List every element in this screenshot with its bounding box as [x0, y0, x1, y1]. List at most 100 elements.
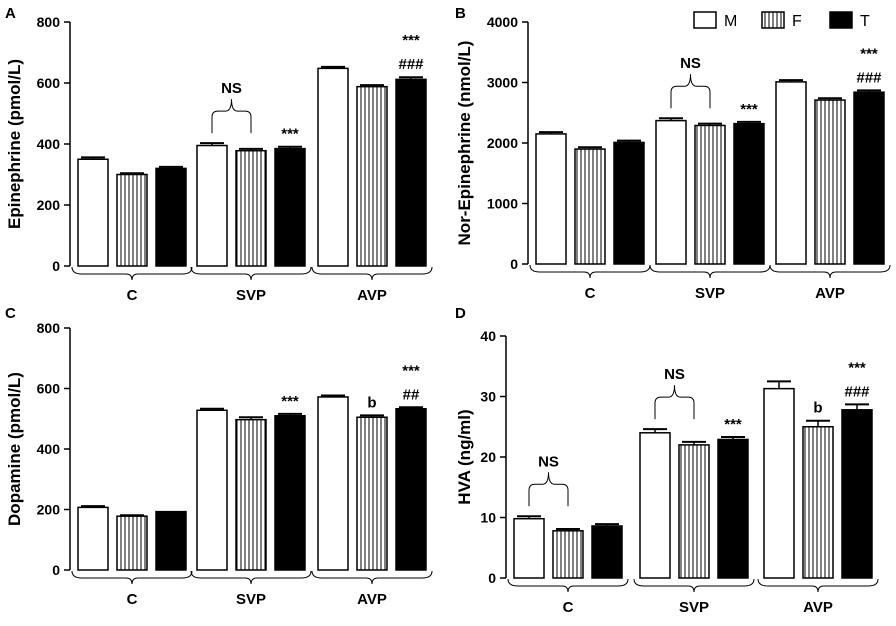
panel-C: C Dopamine (pmol/L) 0 200 400 600 800 C SVP AVP **…	[5, 305, 433, 608]
significance-label: ###	[398, 56, 424, 73]
x-tick-label: AVP	[815, 285, 845, 302]
legend-swatch	[829, 11, 853, 29]
significance-label: b	[813, 400, 822, 417]
significance-label: ***	[740, 101, 758, 118]
bar-F-AVP	[802, 426, 834, 579]
y-tick-label: 400	[37, 441, 61, 457]
ns-bracket	[654, 385, 695, 420]
y-tick-label: 30	[480, 389, 496, 405]
x-tick-label: C	[585, 285, 596, 302]
y-tick-label: 1000	[487, 196, 518, 212]
bar-F-SVP	[678, 444, 710, 579]
bar-F-SVP	[235, 418, 267, 571]
bar-F-SVP	[235, 149, 267, 267]
significance-label: ***	[724, 416, 742, 433]
x-tick-label: C	[127, 287, 138, 304]
x-tick-label: AVP	[803, 599, 833, 616]
panel-D: D HVA (ng/ml) 0 10 20 30 40 C SVP AVP NS NS *** b *** #…	[455, 305, 879, 616]
bar-M-SVP	[196, 409, 228, 571]
panel-B: B Nor-Epinephrine (nmol/L) 0 1000 2000 3000 40…	[455, 5, 891, 302]
legend-swatch	[693, 11, 717, 29]
significance-label: ***	[281, 126, 299, 143]
y-axis-label: Epinephrine (pmol/L)	[5, 59, 24, 229]
panel-letter: A	[5, 5, 16, 22]
x-tick-label: SVP	[679, 599, 709, 616]
y-tick-label: 40	[480, 328, 496, 344]
bar-T-AVP	[395, 408, 427, 571]
bar-T-SVP	[274, 147, 306, 267]
y-tick-label: 4000	[487, 14, 518, 30]
group-brace	[633, 578, 755, 593]
y-axis-label: Dopamine (pmol/L)	[5, 372, 24, 526]
y-tick-label: 2000	[487, 135, 518, 151]
ns-label: NS	[680, 55, 701, 72]
panel-letter: B	[455, 5, 466, 22]
y-tick-label: 200	[37, 502, 61, 518]
x-tick-label: AVP	[357, 287, 387, 304]
bar-F-AVP	[356, 416, 388, 571]
bar-T-AVP	[841, 409, 873, 579]
legend-item-M: M	[693, 11, 737, 30]
bar-M-C	[535, 133, 567, 265]
group-brace	[507, 578, 629, 593]
legend-label: T	[860, 13, 870, 30]
significance-label: ###	[856, 69, 882, 86]
bar-T-C	[155, 510, 187, 571]
y-tick-label: 200	[37, 197, 61, 213]
group-brace	[649, 264, 771, 279]
y-tick-label: 10	[480, 510, 496, 526]
y-tick-label: 400	[37, 136, 61, 152]
bar-M-C	[513, 517, 545, 579]
y-tick-label: 0	[488, 570, 496, 586]
bar-M-C	[77, 158, 109, 267]
bar-M-SVP	[639, 432, 671, 579]
ns-label: NS	[221, 80, 242, 97]
group-brace	[190, 570, 312, 585]
bar-T-AVP	[853, 91, 885, 265]
bar-T-SVP	[733, 122, 765, 265]
ns-label: NS	[538, 453, 559, 470]
ns-bracket	[211, 99, 252, 134]
group-brace	[529, 264, 651, 279]
bar-T-C	[155, 167, 187, 267]
y-tick-label: 600	[37, 75, 61, 91]
y-tick-label: 3000	[487, 75, 518, 91]
y-tick-label: 600	[37, 381, 61, 397]
group-brace	[311, 266, 433, 281]
group-brace	[190, 266, 312, 281]
bar-M-AVP	[317, 396, 349, 571]
legend-item-F: F	[761, 11, 802, 30]
x-tick-label: C	[127, 591, 138, 608]
legend-item-T: T	[829, 11, 870, 30]
group-brace	[71, 570, 193, 585]
significance-label: ***	[402, 362, 420, 379]
legend-swatch	[761, 11, 785, 29]
significance-label: ***	[860, 45, 878, 62]
significance-label: b	[367, 394, 376, 411]
bar-M-AVP	[317, 67, 349, 267]
group-brace	[71, 266, 193, 281]
x-tick-label: AVP	[357, 591, 387, 608]
x-tick-label: SVP	[236, 591, 266, 608]
panel-letter: C	[5, 305, 16, 322]
bar-F-C	[116, 515, 148, 571]
bar-F-AVP	[356, 85, 388, 267]
x-tick-label: SVP	[695, 285, 725, 302]
legend-label: F	[792, 13, 802, 30]
bar-M-SVP	[655, 119, 687, 265]
bar-T-C	[613, 141, 645, 265]
bar-M-SVP	[196, 144, 228, 267]
x-tick-label: SVP	[236, 287, 266, 304]
significance-label: ***	[402, 32, 420, 49]
panel-letter: D	[455, 305, 466, 322]
significance-label: ***	[848, 359, 866, 376]
y-tick-label: 0	[510, 256, 518, 272]
group-brace	[757, 578, 879, 593]
ns-bracket	[670, 74, 711, 109]
y-tick-label: 800	[37, 14, 61, 30]
significance-label: ##	[403, 386, 420, 403]
significance-label: ###	[844, 383, 870, 400]
group-brace	[311, 570, 433, 585]
